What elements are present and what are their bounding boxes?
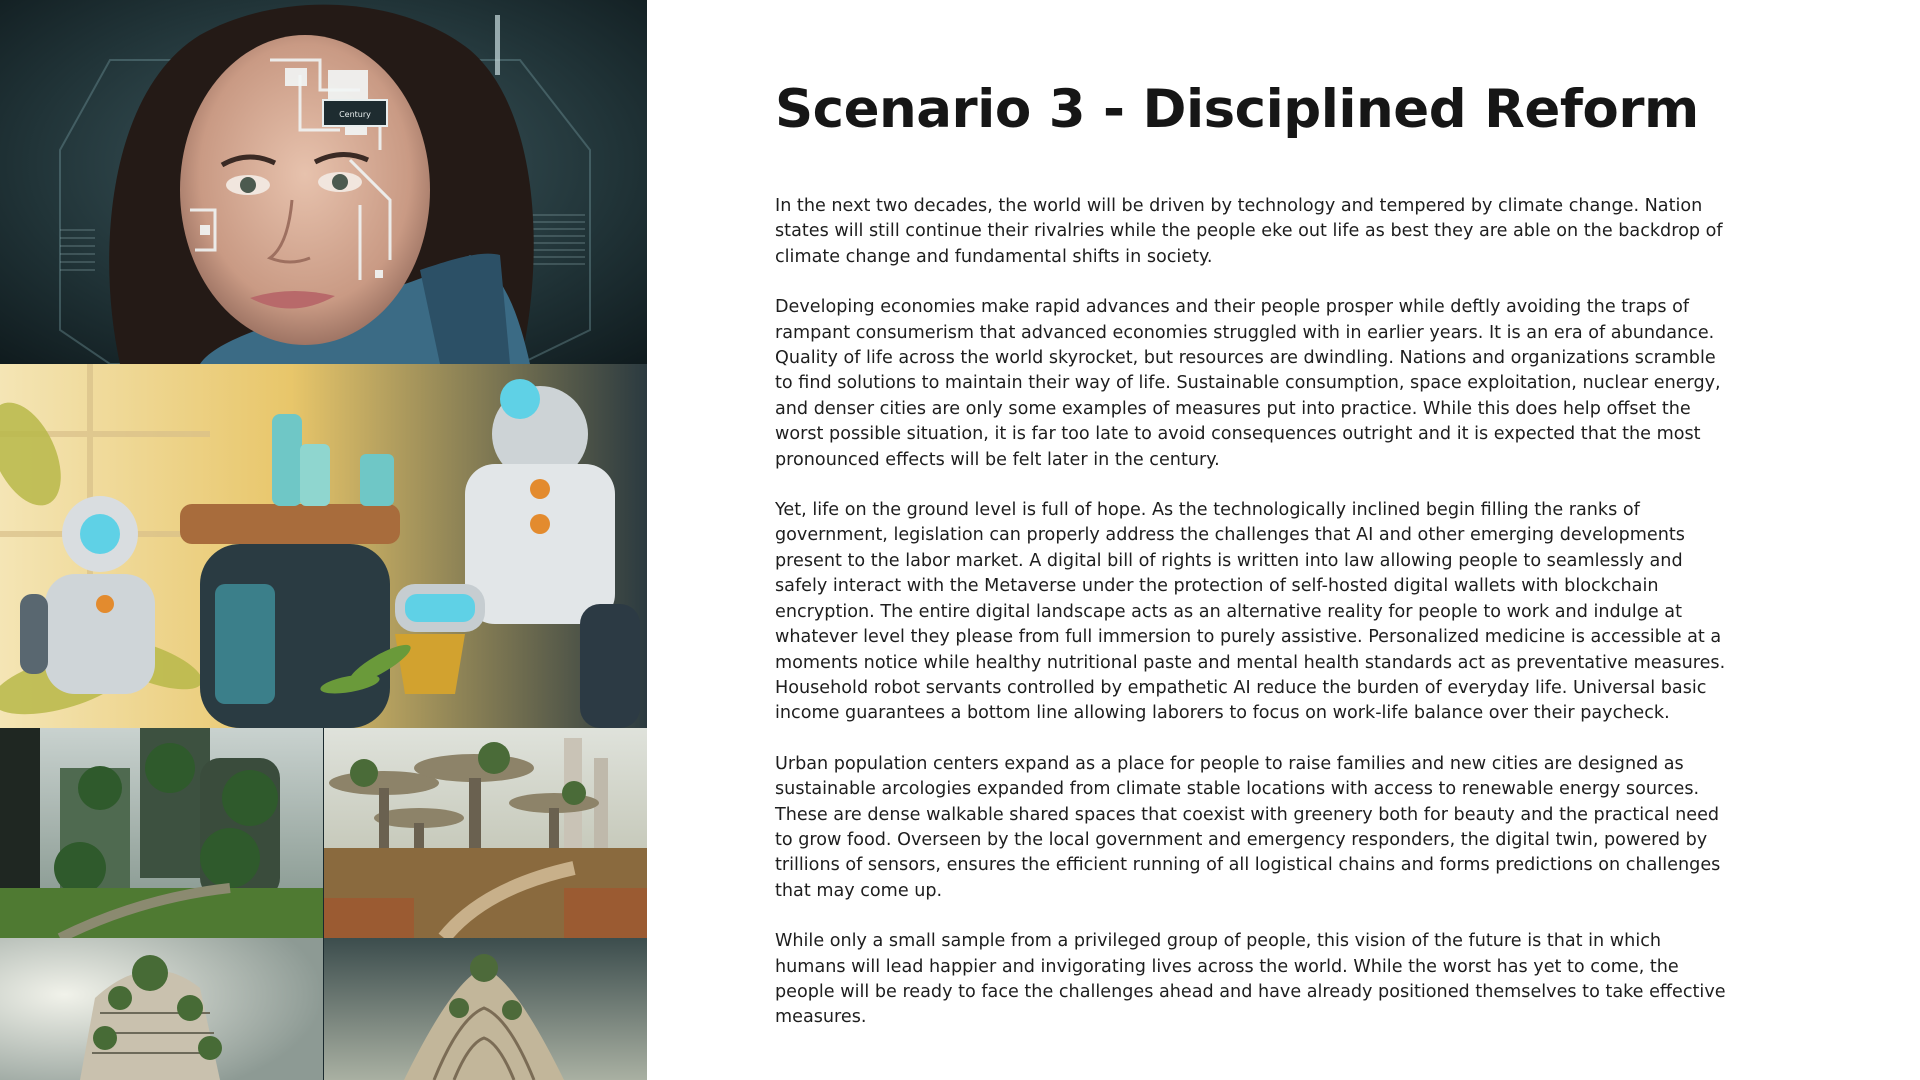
garden-tower-image: [0, 938, 323, 1080]
household-robots-image: [0, 364, 647, 728]
paragraph-intro: In the next two decades, the world will …: [775, 196, 1723, 267]
slide-title: Scenario 3 - Disciplined Reform: [775, 79, 1699, 140]
mushroom-towers-image: [324, 728, 647, 938]
portrait-chip-label: Century: [339, 110, 371, 119]
paragraph-urban-centers: Urban population centers expand as a pla…: [775, 753, 1721, 901]
paragraph-conclusion: While only a small sample from a privile…: [775, 931, 1726, 1028]
scenario-text-column: Scenario 3 - Disciplined Reform In the n…: [775, 72, 1735, 1056]
overgrown-city-image: [0, 728, 323, 938]
image-collage: Century: [0, 0, 647, 1080]
arched-tower-image: [324, 938, 647, 1080]
paragraph-ground-level: Yet, life on the ground level is full of…: [775, 500, 1726, 724]
cyborg-portrait-image: Century: [0, 0, 647, 364]
paragraph-economies: Developing economies make rapid advances…: [775, 297, 1721, 470]
